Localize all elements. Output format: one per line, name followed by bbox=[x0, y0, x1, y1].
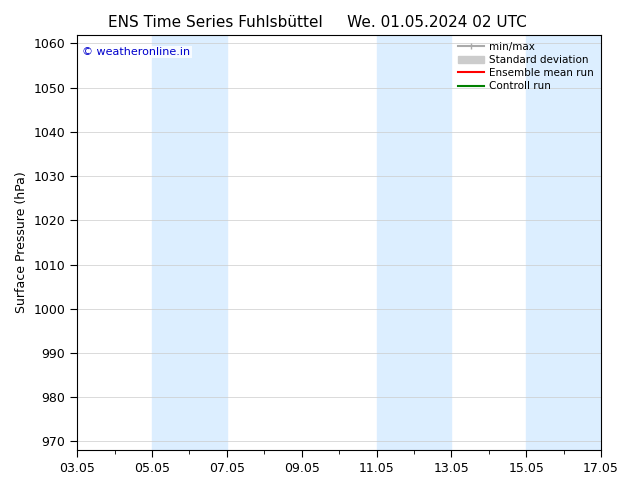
Text: © weatheronline.in: © weatheronline.in bbox=[82, 47, 191, 57]
Bar bbox=[377, 35, 451, 450]
Y-axis label: Surface Pressure (hPa): Surface Pressure (hPa) bbox=[15, 172, 28, 313]
Text: ENS Time Series Fuhlsbüttel     We. 01.05.2024 02 UTC: ENS Time Series Fuhlsbüttel We. 01.05.20… bbox=[108, 15, 526, 30]
Bar bbox=[152, 35, 227, 450]
Bar bbox=[526, 35, 601, 450]
Legend: min/max, Standard deviation, Ensemble mean run, Controll run: min/max, Standard deviation, Ensemble me… bbox=[453, 38, 598, 96]
